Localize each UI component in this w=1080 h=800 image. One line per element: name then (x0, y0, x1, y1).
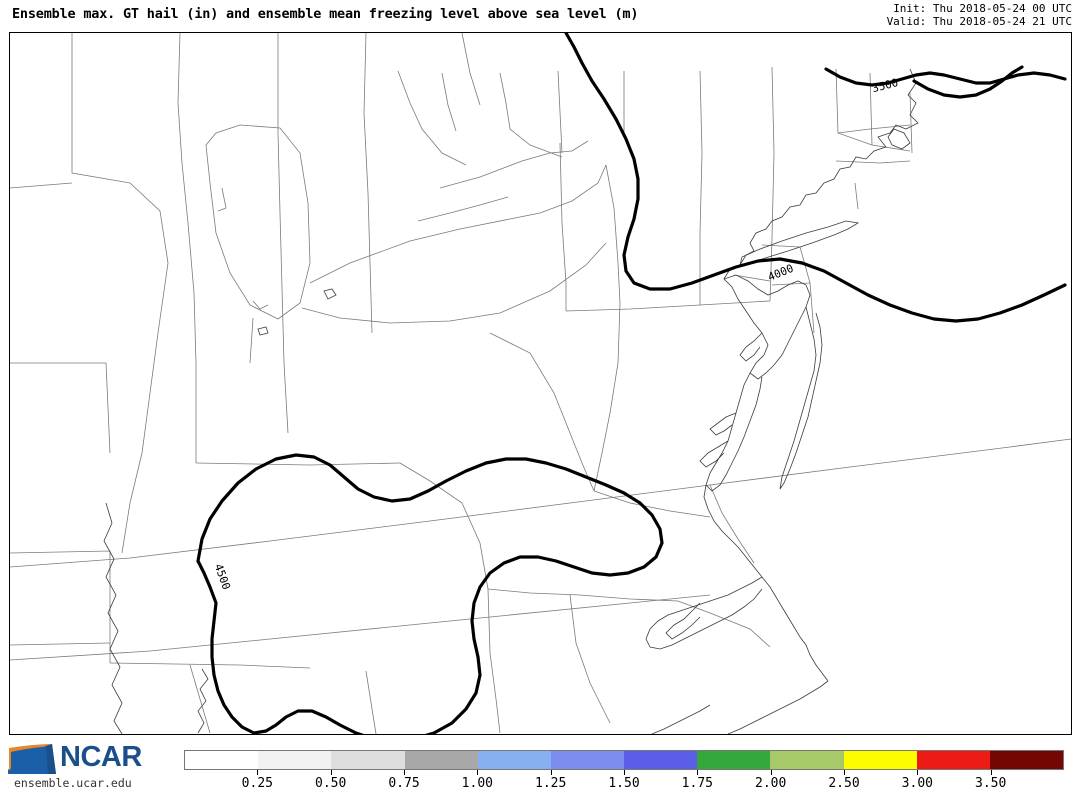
colorbar-segment (624, 751, 698, 769)
colorbar-tick-label: 1.25 (535, 776, 567, 791)
freezing-level-contours (196, 33, 1067, 734)
colorbar-segment (697, 751, 771, 769)
colorbar-segment (185, 751, 259, 769)
footer-bar: NCAR ensemble.ucar.edu 0.25 0.50 0.75 1.00 1… (0, 736, 1080, 800)
map-canvas[interactable]: 3500 4000 4500 (10, 33, 1071, 734)
colorbar-tick-label: 2.50 (828, 776, 860, 791)
colorbar-tick (990, 770, 992, 775)
colorbar-segment (258, 751, 332, 769)
colorbar-segment (404, 751, 478, 769)
colorbar-tick-label: 0.25 (241, 776, 273, 791)
valid-time-label: Valid: Thu 2018-05-24 21 UTC (886, 15, 1072, 28)
colorbar-tick-label: 1.75 (681, 776, 713, 791)
header-bar: Ensemble max. GT hail (in) and ensemble … (0, 0, 1080, 30)
colorbar: 0.25 0.50 0.75 1.00 1.25 1.50 1.75 2.00 2.50 3.00… (184, 750, 1064, 796)
colorbar-tick (477, 770, 479, 775)
ncar-wordmark: NCAR (60, 741, 142, 773)
colorbar-segment (477, 751, 551, 769)
contour-label-3500: 3500 (871, 76, 900, 95)
colorbar-segment (989, 751, 1064, 769)
ncar-url-label[interactable]: ensemble.ucar.edu (14, 776, 132, 790)
contour-4000 (564, 33, 1067, 323)
colorbar-ticks (184, 770, 1064, 776)
colorbar-tick (624, 770, 625, 775)
coastline-layer (103, 68, 919, 734)
colorbar-tick-label: 1.00 (461, 776, 493, 791)
colorbar-segment (331, 751, 405, 769)
colorbar-tick (770, 770, 772, 775)
colorbar-tick (257, 770, 259, 775)
colorbar-tick (404, 770, 405, 775)
contour-label-4500: 4500 (212, 562, 233, 591)
colorbar-tick-label: 0.50 (315, 776, 347, 791)
colorbar-tick-labels: 0.25 0.50 0.75 1.00 1.25 1.50 1.75 2.00 2.50 3.00… (184, 776, 1064, 794)
colorbar-tick-label: 3.50 (975, 776, 1007, 791)
colorbar-tick-label: 1.50 (608, 776, 640, 791)
contour-3500-b (912, 65, 1024, 99)
map-panel[interactable]: 3500 4000 4500 (9, 32, 1072, 735)
colorbar-tick (550, 770, 552, 775)
colorbar-tick-label: 0.75 (388, 776, 420, 791)
colorbar-tick (330, 770, 332, 775)
colorbar-tick (917, 770, 919, 775)
colorbar-tick-label: 2.00 (755, 776, 787, 791)
contour-3500 (824, 67, 1067, 87)
colorbar-segment (550, 751, 625, 769)
colorbar-segment (843, 751, 917, 769)
contour-label-4000: 4000 (766, 262, 795, 284)
colorbar-tick (844, 770, 845, 775)
colorbar-segment (916, 751, 990, 769)
contour-4500-w (196, 559, 256, 734)
ncar-logo[interactable]: NCAR ensemble.ucar.edu (6, 740, 166, 792)
colorbar-swatches (184, 750, 1064, 770)
contour-4500 (196, 453, 664, 734)
init-time-label: Init: Thu 2018-05-24 00 UTC (893, 2, 1072, 15)
contour-labels-layer: 3500 4000 4500 (212, 76, 900, 591)
page-title: Ensemble max. GT hail (in) and ensemble … (12, 6, 639, 22)
state-borders-layer (10, 33, 1071, 734)
forecast-time-block: Init: Thu 2018-05-24 00 UTC Valid: Thu 2… (887, 2, 1072, 28)
colorbar-segment (770, 751, 844, 769)
colorbar-tick (697, 770, 699, 775)
colorbar-tick-label: 3.00 (901, 776, 933, 791)
ncar-logo-icon (8, 744, 56, 774)
